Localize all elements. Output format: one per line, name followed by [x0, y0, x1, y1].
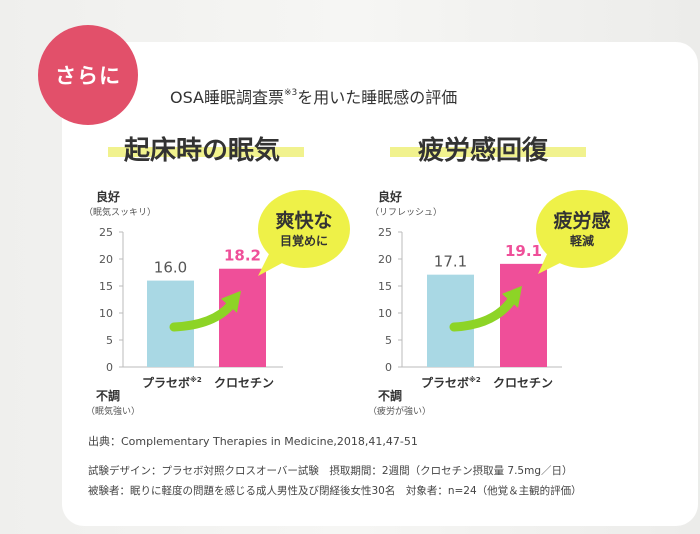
- category-ref-mark: ※2: [469, 376, 481, 384]
- callout-line1-left: 爽快な: [275, 210, 333, 232]
- value-label: 17.1: [434, 253, 467, 271]
- callout-line2-right: 軽減: [569, 234, 594, 248]
- y-tick-label: 5: [385, 334, 392, 347]
- source-citation: 出典：Complementary Therapies in Medicine,2…: [88, 435, 418, 448]
- y-tick-label: 20: [99, 253, 113, 266]
- subtitle-ref-mark: ※3: [284, 87, 298, 98]
- bar-placebo: [427, 274, 474, 367]
- value-label: 18.2: [224, 247, 261, 265]
- improvement-arrow-shaft: [169, 300, 236, 332]
- chart-title-left: 起床時の眠気: [124, 136, 281, 166]
- sarani-badge: さらに: [38, 25, 138, 125]
- study-design-note: 試験デザイン：プラセボ対照クロスオーバー試験 摂取期間：2週間（クロセチン摂取量…: [88, 465, 573, 477]
- category-label-text: プラセボ: [142, 376, 191, 390]
- y-tick-label: 0: [385, 361, 392, 374]
- top-sublabel-right: （リフレッシュ）: [370, 208, 443, 218]
- y-tick-label: 0: [106, 361, 113, 374]
- y-tick-label: 10: [99, 307, 113, 320]
- top-label-left: 良好: [96, 190, 121, 204]
- y-tick-label: 25: [99, 226, 113, 239]
- callout-line1-right: 疲労感: [553, 210, 611, 232]
- value-label: 16.0: [154, 259, 187, 277]
- callout-bubble-left: 爽快な 目覚めに: [258, 190, 350, 268]
- y-tick-label: 25: [378, 226, 392, 239]
- category-label-placebo-left: プラセボ※2: [142, 374, 202, 391]
- improvement-arrow-head: [502, 285, 522, 308]
- subtitle-text: OSA睡眠調査票: [170, 88, 284, 107]
- top-label-right: 良好: [378, 190, 403, 204]
- y-tick-label: 5: [106, 334, 113, 347]
- y-tick-label: 20: [378, 253, 392, 266]
- y-tick-label: 15: [378, 280, 392, 293]
- bar-crocetin: [219, 268, 266, 367]
- bottom-label-right: 不調: [378, 389, 403, 403]
- value-label: 19.1: [505, 242, 542, 260]
- callout-bubble-right: 疲労感 軽減: [536, 190, 628, 268]
- evaluation-subtitle: OSA睡眠調査票※3を用いた睡眠感の評価: [170, 84, 457, 108]
- subjects-note: 被験者：眠りに軽度の問題を感じる成人男性及び閉経後女性30名 対象者：n=24（…: [88, 485, 582, 497]
- badge-label: さらに: [55, 64, 121, 88]
- chart-title-right: 疲労感回復: [418, 136, 549, 166]
- title-highlight-left: [108, 147, 304, 157]
- category-label-placebo-right: プラセボ※2: [421, 374, 481, 391]
- category-label-crocetin-left: クロセチン: [214, 376, 275, 390]
- improvement-arrow-shaft: [449, 295, 517, 332]
- title-highlight-right: [390, 147, 586, 157]
- subtitle-text-after: を用いた睡眠感の評価: [297, 88, 458, 107]
- bottom-label-left: 不調: [96, 389, 121, 403]
- callout-line2-left: 目覚めに: [279, 234, 328, 248]
- top-sublabel-left: （眠気スッキリ）: [84, 208, 157, 218]
- bar-crocetin: [500, 263, 547, 367]
- improvement-arrow-head: [221, 290, 241, 313]
- y-tick-label: 15: [99, 280, 113, 293]
- category-label-text: プラセボ: [421, 376, 470, 390]
- bottom-sublabel-left: （眠気強い）: [86, 407, 141, 417]
- category-label-crocetin-right: クロセチン: [493, 376, 554, 390]
- y-tick-label: 10: [378, 307, 392, 320]
- category-ref-mark: ※2: [190, 376, 202, 384]
- bottom-sublabel-right: （疲労が強い）: [368, 407, 432, 417]
